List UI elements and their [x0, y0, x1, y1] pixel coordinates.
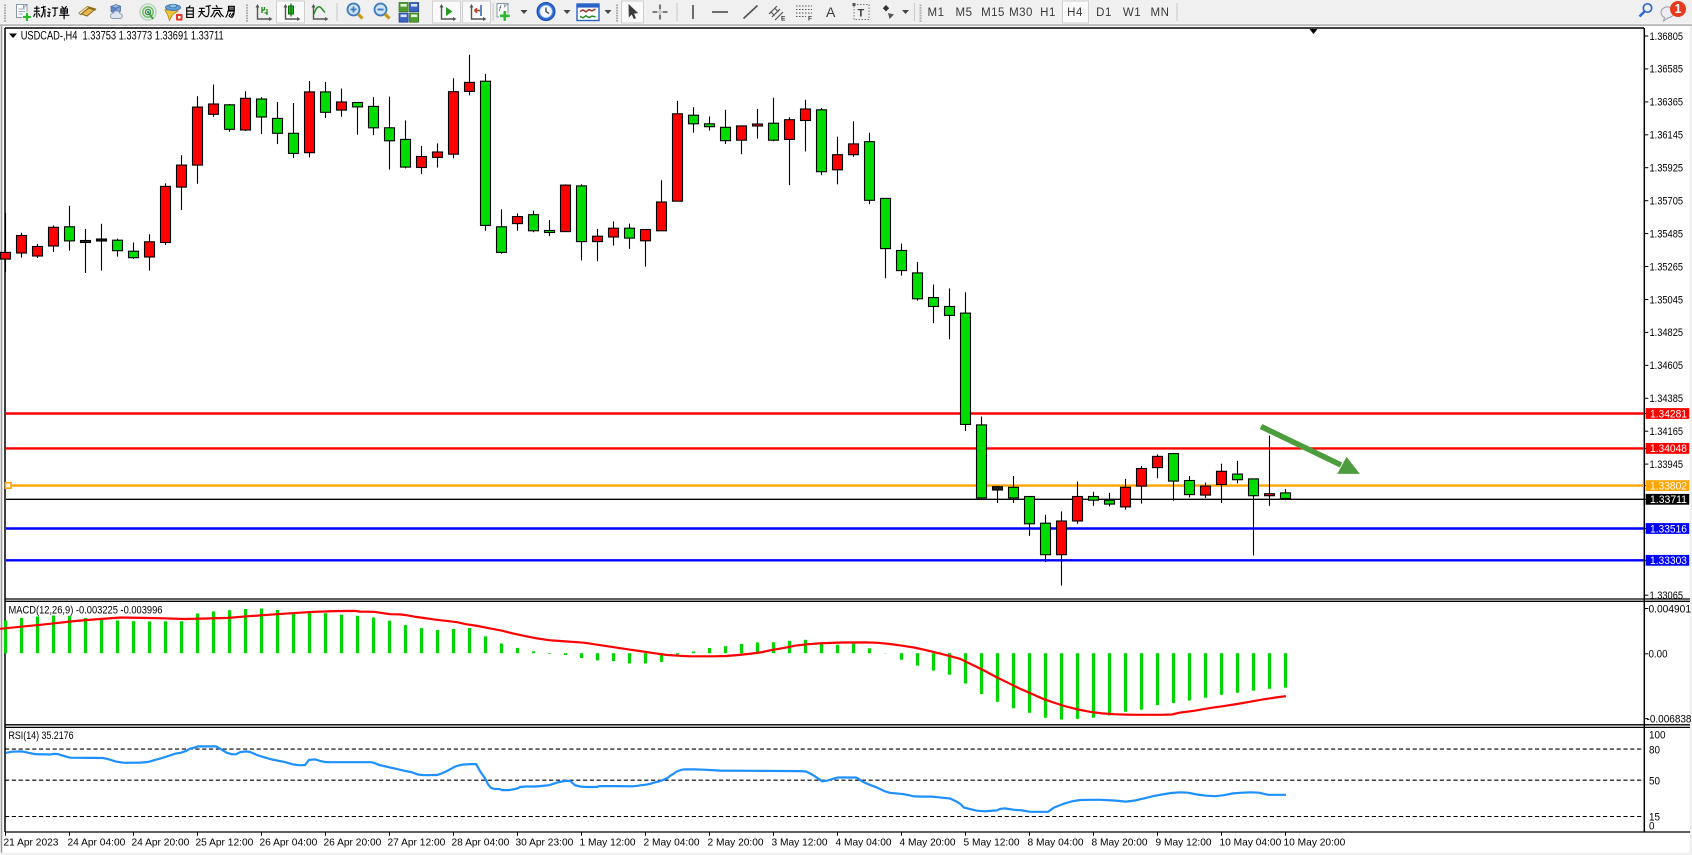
svg-text:1.33802: 1.33802	[1650, 480, 1687, 492]
svg-text:50: 50	[1649, 775, 1660, 787]
svg-text:27 Apr 12:00: 27 Apr 12:00	[388, 838, 446, 849]
svg-text:1 May 12:00: 1 May 12:00	[580, 838, 636, 849]
svg-text:26 Apr 20:00: 26 Apr 20:00	[324, 838, 382, 849]
svg-text:9 May 12:00: 9 May 12:00	[1156, 838, 1212, 849]
svg-text:RSI(14) 35.2176: RSI(14) 35.2176	[9, 730, 74, 742]
svg-text:21 Apr 2023: 21 Apr 2023	[4, 838, 59, 849]
svg-text:f: f	[499, 6, 502, 13]
svg-text:MN: MN	[1151, 7, 1170, 19]
svg-text:-0.006838: -0.006838	[1647, 713, 1692, 725]
svg-text:25 Apr 12:00: 25 Apr 12:00	[196, 838, 254, 849]
svg-text:T: T	[858, 8, 865, 20]
svg-text:1.36805: 1.36805	[1650, 31, 1684, 43]
svg-text:1.35705: 1.35705	[1650, 196, 1684, 208]
svg-text:D1: D1	[1096, 7, 1112, 19]
svg-text:W1: W1	[1123, 7, 1141, 19]
svg-text:1.34825: 1.34825	[1650, 327, 1684, 339]
svg-text:4 May 04:00: 4 May 04:00	[836, 838, 892, 849]
svg-text:M15: M15	[981, 7, 1005, 19]
svg-text:10 May 04:00: 10 May 04:00	[1220, 838, 1282, 849]
svg-text:24 Apr 20:00: 24 Apr 20:00	[132, 838, 190, 849]
svg-text:15: 15	[1649, 812, 1660, 824]
svg-text:1.33711: 1.33711	[1650, 494, 1687, 506]
svg-text:1.34385: 1.34385	[1650, 393, 1684, 405]
svg-text:1.33303: 1.33303	[1650, 555, 1687, 567]
svg-text:E: E	[781, 16, 786, 23]
svg-text:H4: H4	[1067, 7, 1083, 19]
svg-text:M5: M5	[956, 7, 973, 19]
svg-text:28 Apr 04:00: 28 Apr 04:00	[452, 838, 510, 849]
svg-text:M30: M30	[1009, 7, 1033, 19]
svg-text:0: 0	[1649, 821, 1655, 833]
svg-text:1.33065: 1.33065	[1650, 590, 1684, 602]
svg-text:26 Apr 04:00: 26 Apr 04:00	[260, 838, 318, 849]
svg-text:1: 1	[1675, 2, 1682, 16]
svg-text:2 May 04:00: 2 May 04:00	[644, 838, 700, 849]
svg-text:H1: H1	[1040, 7, 1056, 19]
svg-text:M1: M1	[928, 7, 945, 19]
svg-text:1.36365: 1.36365	[1650, 97, 1684, 109]
svg-text:1.34281: 1.34281	[1650, 408, 1687, 420]
svg-text:80: 80	[1649, 744, 1660, 756]
svg-text:10 May 20:00: 10 May 20:00	[1284, 838, 1346, 849]
svg-text:1.33516: 1.33516	[1650, 523, 1687, 535]
svg-text:2 May 20:00: 2 May 20:00	[708, 838, 764, 849]
svg-text:1.35265: 1.35265	[1650, 261, 1684, 273]
svg-text:1.35045: 1.35045	[1650, 294, 1684, 306]
svg-text:1.35485: 1.35485	[1650, 228, 1684, 240]
svg-text:8 May 20:00: 8 May 20:00	[1092, 838, 1148, 849]
svg-text:30 Apr 23:00: 30 Apr 23:00	[516, 838, 574, 849]
svg-text:24 Apr 04:00: 24 Apr 04:00	[68, 838, 126, 849]
svg-text:1.36145: 1.36145	[1650, 130, 1684, 142]
svg-text:F: F	[808, 16, 812, 23]
svg-text:1.34165: 1.34165	[1650, 426, 1684, 438]
svg-text:1.33945: 1.33945	[1650, 459, 1684, 471]
svg-text:3 May 12:00: 3 May 12:00	[772, 838, 828, 849]
svg-text:5 May 12:00: 5 May 12:00	[964, 838, 1020, 849]
svg-text:4 May 20:00: 4 May 20:00	[900, 838, 956, 849]
svg-text:8 May 04:00: 8 May 04:00	[1028, 838, 1084, 849]
svg-text:1.35925: 1.35925	[1650, 163, 1684, 175]
svg-text:A: A	[826, 4, 836, 20]
svg-text:0.00: 0.00	[1649, 649, 1668, 661]
svg-text:MACD(12,26,9) -0.003225 -0.003: MACD(12,26,9) -0.003225 -0.003996	[9, 605, 163, 617]
svg-text:1.34048: 1.34048	[1650, 443, 1687, 455]
svg-text:0.004901: 0.004901	[1649, 603, 1692, 615]
svg-text:1.36585: 1.36585	[1650, 64, 1684, 76]
svg-text:100: 100	[1649, 730, 1666, 742]
svg-text:1.34605: 1.34605	[1650, 360, 1684, 372]
svg-text:USDCAD-,H4 1.33753 1.33773 1.: USDCAD-,H4 1.33753 1.33773 1.33691 1.337…	[21, 31, 224, 43]
